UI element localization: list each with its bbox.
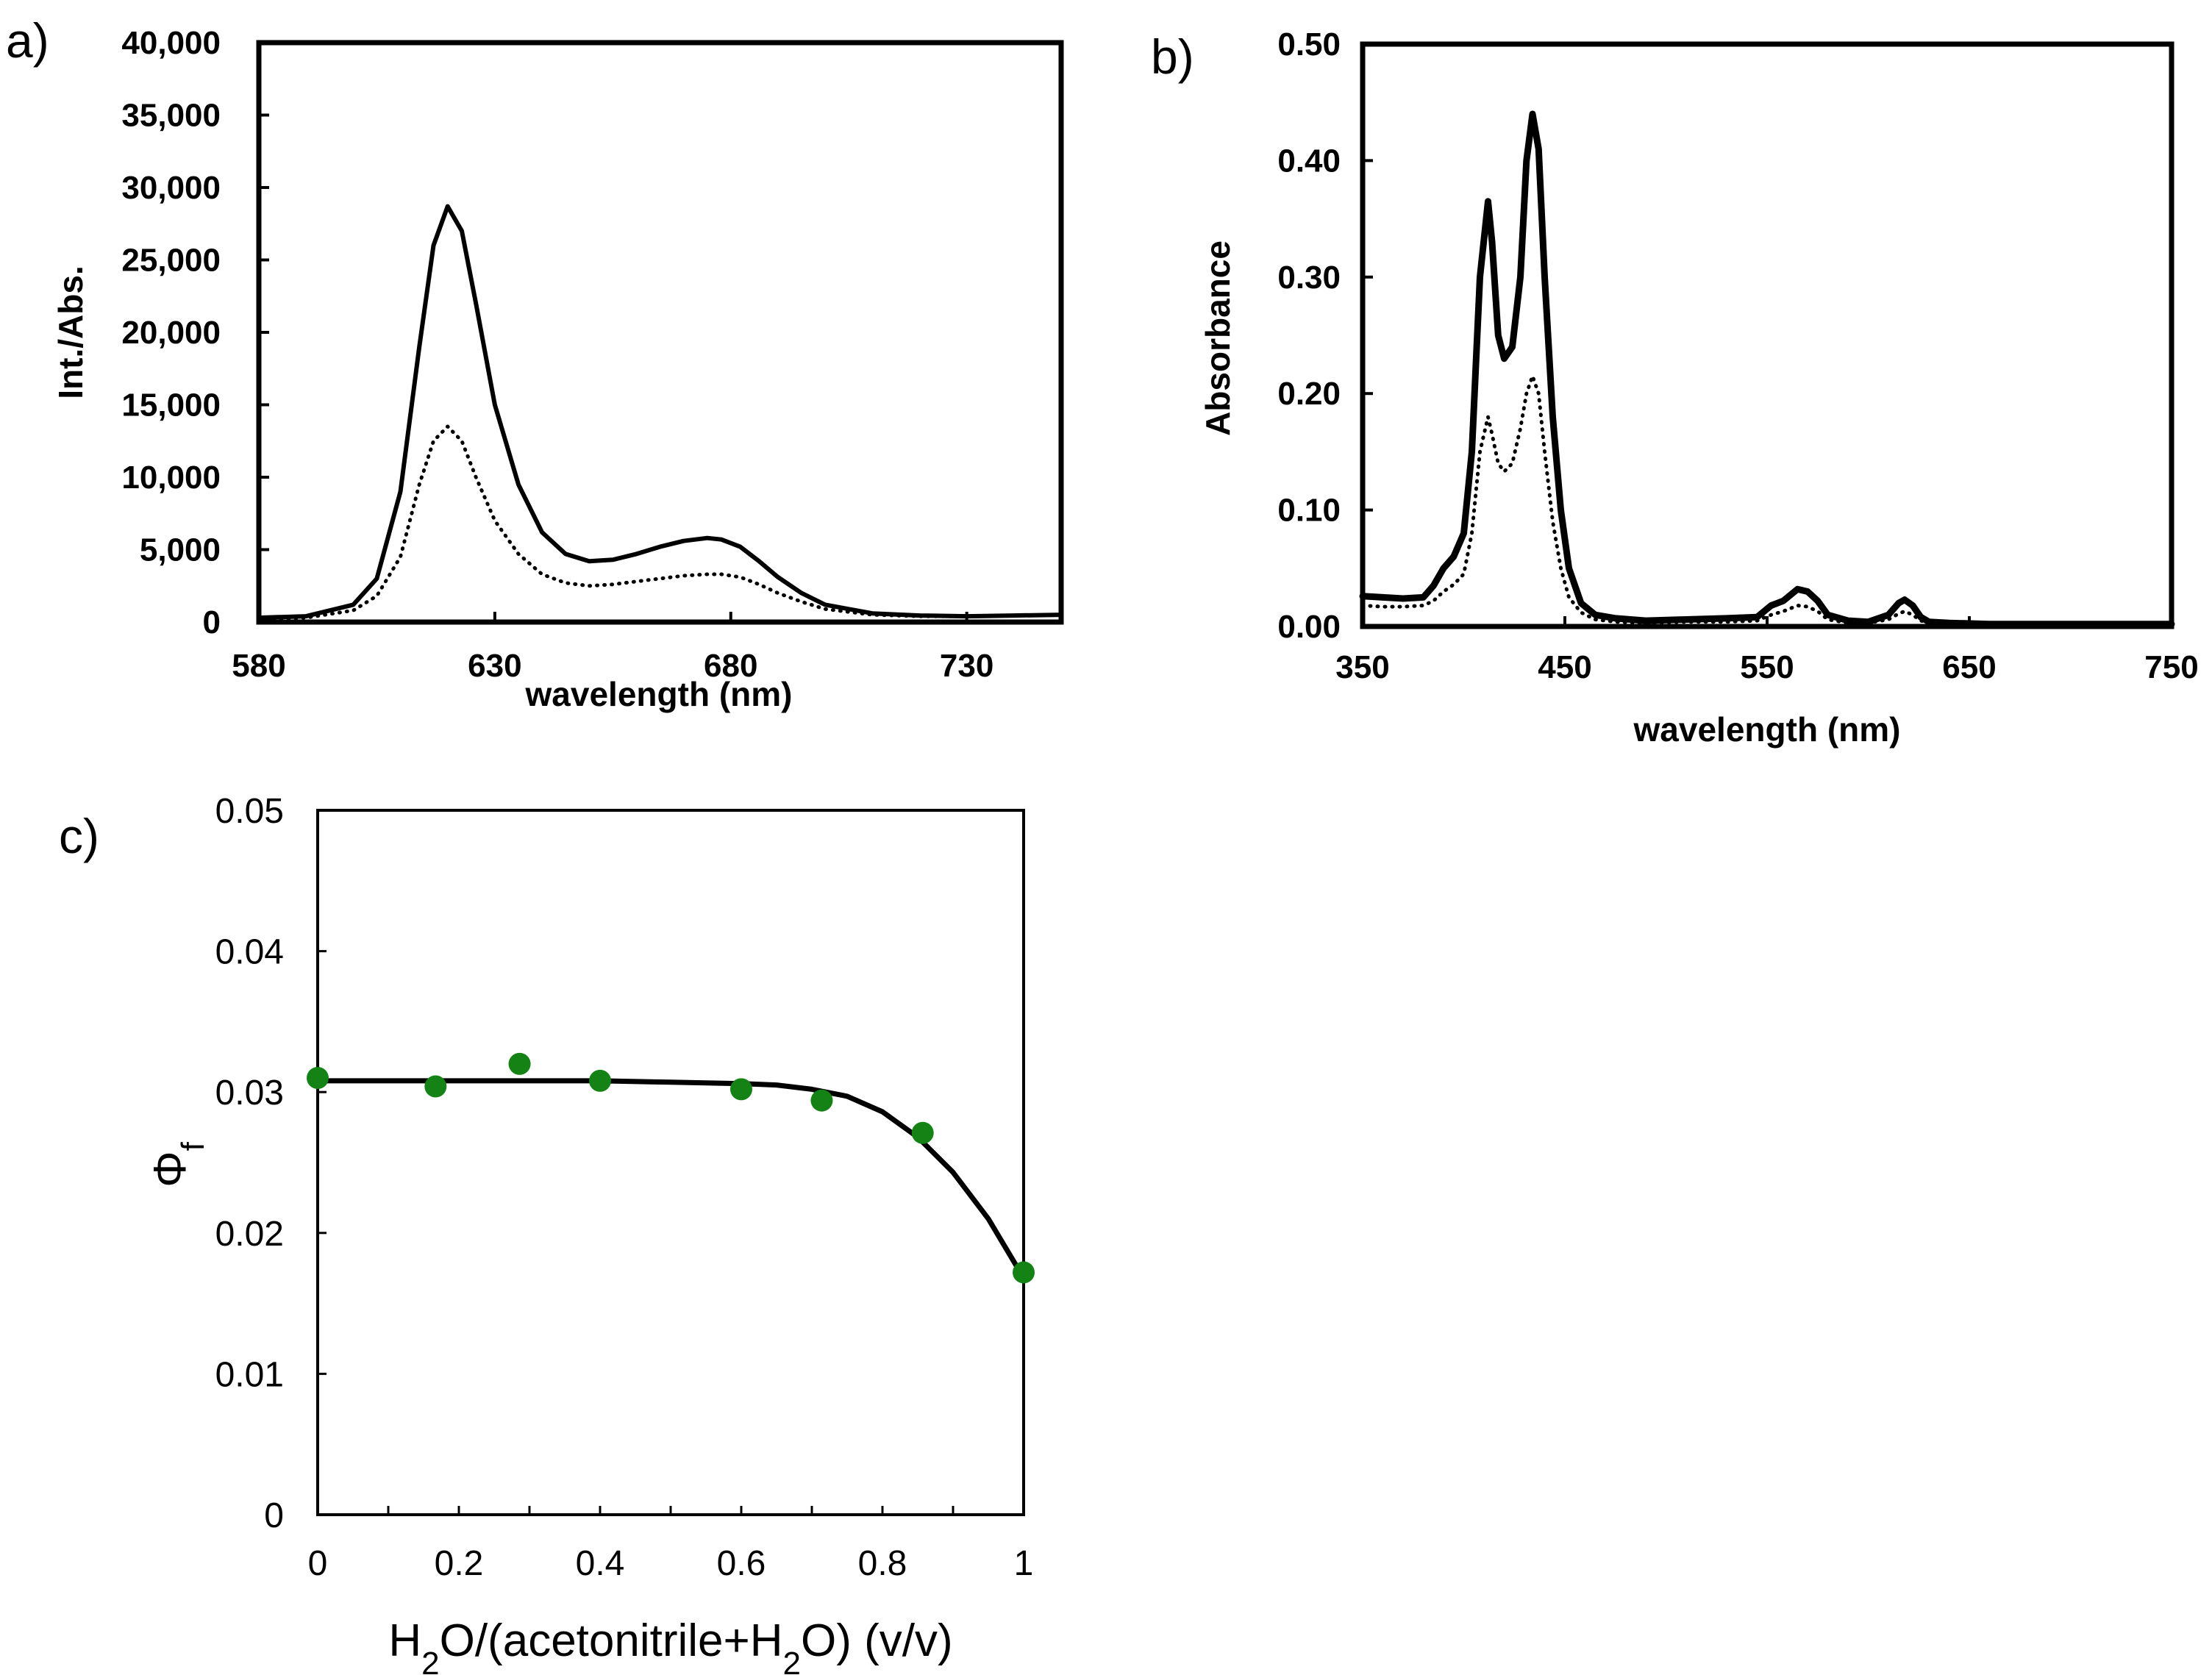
- y-tick-label: 0: [264, 1496, 284, 1535]
- panel-a: a) 0 5,000 10,000 15,000 20,000 25,000 30,000 3…: [6, 13, 1064, 713]
- series-line-solid: [1359, 110, 2175, 628]
- data-point: [1013, 1261, 1035, 1284]
- y-tick-label: 0: [203, 604, 221, 640]
- y-tick-label: 0.02: [215, 1215, 284, 1254]
- panel-b-label: b): [1151, 29, 1194, 84]
- series-line-dotted: [257, 424, 1063, 621]
- x-label-part: O) (v/v): [801, 1615, 953, 1666]
- x-tick-label: 0.2: [435, 1544, 484, 1583]
- panel-c-x-axis-label: H2O/(acetonitrile+H2O) (v/v): [388, 1615, 952, 1675]
- panel-a-label: a): [6, 13, 49, 68]
- y-tick-label: 20,000: [121, 315, 221, 351]
- y-tick-label: 15,000: [121, 388, 221, 424]
- series-line-solid: [257, 204, 1063, 621]
- y-tick-label: 30,000: [121, 170, 221, 206]
- y-tick-label: 35,000: [121, 98, 221, 134]
- data-point: [424, 1075, 447, 1098]
- panel-c-label: c): [59, 809, 99, 863]
- x-tick-label: 580: [232, 648, 285, 684]
- data-point: [508, 1052, 531, 1075]
- x-tick-label: 0.4: [576, 1544, 625, 1583]
- data-point: [810, 1089, 833, 1112]
- panel-c: c) 00.010.020.030.040.05 0 0.2 0.4 0.6 0.8 1 …: [59, 792, 1035, 1675]
- data-point: [911, 1121, 934, 1144]
- y-tick-label: 0.40: [1277, 143, 1341, 179]
- y-tick-label: 0.03: [215, 1074, 284, 1112]
- x-tick-label: 350: [1335, 649, 1389, 685]
- x-tick-label: 650: [1942, 649, 1996, 685]
- x-label-subscript: 2: [783, 1646, 801, 1675]
- x-tick-label: 630: [468, 648, 521, 684]
- panel-a-y-axis-label: Int./Abs.: [51, 265, 90, 399]
- y-tick-label: 0.20: [1277, 376, 1341, 412]
- panel-b-y-axis-label: Absorbance: [1199, 240, 1237, 436]
- x-tick-label: 680: [704, 648, 757, 684]
- y-tick-label: 0.30: [1277, 260, 1341, 296]
- x-tick-label: 0.6: [717, 1544, 766, 1583]
- x-tick-label: 0: [308, 1544, 328, 1583]
- x-tick-label: 550: [1740, 649, 1794, 685]
- y-tick-label: 0.05: [215, 792, 284, 831]
- y-tick-label: 0.50: [1277, 26, 1341, 63]
- data-point: [307, 1067, 329, 1090]
- y-tick-label: 0.00: [1277, 609, 1341, 645]
- panel-c-y-axis-label: Φf: [145, 1141, 211, 1187]
- x-tick-label: 750: [2144, 649, 2198, 685]
- y-tick-label: 40,000: [121, 25, 221, 61]
- panel-a-plot-frame: [256, 40, 1064, 625]
- y-label-phi: Φ: [145, 1151, 196, 1187]
- x-tick-label: 450: [1538, 649, 1591, 685]
- x-tick-label: 1: [1014, 1544, 1034, 1583]
- x-label-subscript: 2: [421, 1646, 439, 1675]
- panel-b-plot-frame: [1360, 41, 2174, 629]
- y-label-subscript: f: [175, 1141, 211, 1151]
- x-label-part: H: [388, 1615, 421, 1666]
- fit-curve: [315, 1078, 1027, 1281]
- y-tick-label: 10,000: [121, 460, 221, 496]
- data-point: [730, 1078, 752, 1101]
- panel-b-x-axis-label: wavelength (nm): [1633, 710, 1901, 749]
- panel-a-x-axis-label: wavelength (nm): [525, 675, 793, 713]
- series-line-dotted: [1360, 374, 2174, 626]
- x-label-part: O/(acetonitrile+H: [440, 1615, 783, 1666]
- y-tick-label: 0.10: [1277, 493, 1341, 529]
- panel-b: b) 0.00 0.10 0.20 0.30 0.40 0.50 350 450 550 650…: [1151, 26, 2199, 749]
- panel-c-plot-frame: [316, 809, 1025, 1516]
- y-tick-label: 0.01: [215, 1355, 284, 1394]
- x-tick-label: 730: [940, 648, 993, 684]
- y-tick-label: 25,000: [121, 243, 221, 279]
- data-point: [589, 1069, 611, 1092]
- y-tick-label: 5,000: [140, 532, 221, 568]
- x-tick-label: 0.8: [858, 1544, 907, 1583]
- y-tick-label: 0.04: [215, 933, 284, 972]
